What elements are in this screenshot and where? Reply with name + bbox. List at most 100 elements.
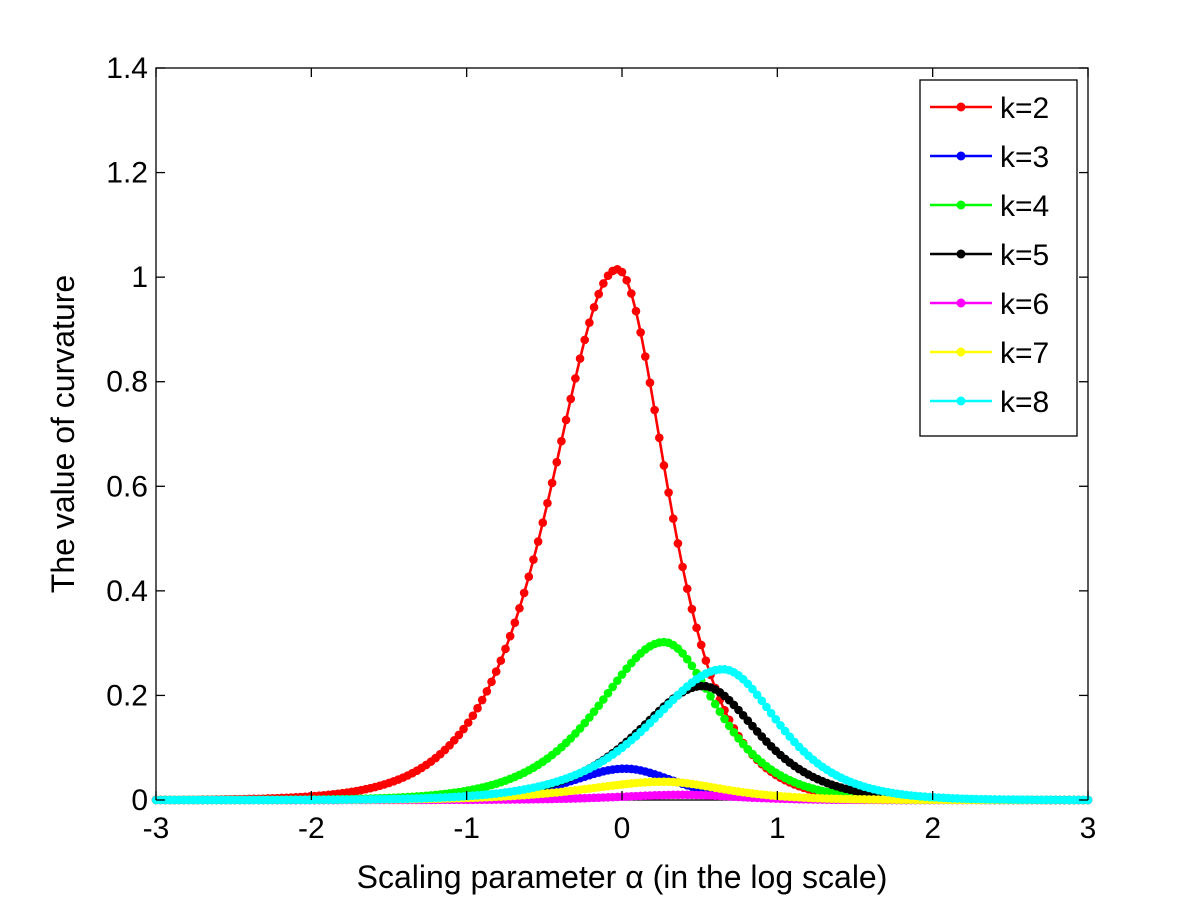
data-point <box>627 289 636 298</box>
data-point <box>636 328 645 337</box>
legend-swatch-marker <box>956 298 966 308</box>
data-point <box>515 603 524 613</box>
data-point <box>659 461 669 470</box>
data-point <box>589 707 599 716</box>
data-point <box>599 695 608 704</box>
data-point <box>510 618 520 627</box>
legend: k=2 k=3 k=4 k=5 k=6 k=7 k=8 <box>919 79 1078 437</box>
legend-item: k=4 <box>930 190 1049 223</box>
x-tick-label: 2 <box>924 812 941 845</box>
data-point <box>519 588 529 598</box>
legend-swatch-marker <box>956 200 966 210</box>
data-point <box>734 734 743 743</box>
data-point <box>673 539 683 548</box>
legend-swatch-marker <box>956 249 966 259</box>
legend-item: k=8 <box>930 386 1049 419</box>
legend-label: k=4 <box>1000 190 1049 223</box>
legend-swatch-marker <box>956 102 966 112</box>
data-point <box>496 656 506 665</box>
data-point <box>552 457 562 467</box>
data-point <box>682 584 692 594</box>
data-point <box>524 572 534 581</box>
data-point <box>566 394 576 404</box>
data-point <box>617 670 627 679</box>
legend-item: k=2 <box>930 92 1049 125</box>
data-point <box>477 695 487 705</box>
data-point <box>654 433 664 443</box>
legend-item: k=6 <box>930 288 1049 321</box>
y-tick-label: 0.2 <box>106 679 148 712</box>
data-point <box>463 718 473 727</box>
data-point <box>575 354 585 363</box>
data-point <box>687 604 697 614</box>
data-point <box>729 728 739 737</box>
data-point <box>585 713 594 722</box>
data-point <box>692 623 701 633</box>
data-point <box>580 335 590 345</box>
data-point <box>589 302 599 312</box>
data-point <box>682 654 692 664</box>
x-tick-label: 0 <box>614 812 631 845</box>
data-point <box>501 644 510 654</box>
data-point <box>748 684 757 694</box>
x-axis-title: Scaling parameter α (in the log scale) <box>357 859 888 895</box>
data-point <box>762 702 771 712</box>
data-point <box>491 667 501 676</box>
y-tick-label: 0.4 <box>106 575 148 608</box>
data-point <box>473 703 482 713</box>
legend-swatch-marker <box>956 347 966 357</box>
x-tick-label: -3 <box>143 812 170 845</box>
legend-box <box>919 79 1078 437</box>
x-tick-label: 1 <box>769 812 786 845</box>
data-point <box>459 724 468 734</box>
data-point <box>678 649 687 658</box>
legend-label: k=7 <box>1000 337 1049 370</box>
legend-label: k=6 <box>1000 288 1049 321</box>
data-point <box>645 378 655 387</box>
y-tick-label: 1 <box>131 261 148 294</box>
data-point <box>468 711 478 720</box>
data-point <box>710 699 720 709</box>
data-point <box>752 690 762 700</box>
data-point <box>505 631 515 641</box>
data-point <box>678 562 687 572</box>
legend-label: k=8 <box>1000 386 1049 419</box>
data-point <box>687 661 697 671</box>
data-point <box>771 715 781 724</box>
data-point <box>547 478 557 488</box>
legend-label: k=2 <box>1000 92 1049 125</box>
data-point <box>696 640 706 650</box>
data-point <box>668 514 678 523</box>
data-point <box>603 688 613 698</box>
data-point <box>599 279 608 288</box>
legend-item: k=7 <box>930 337 1049 370</box>
legend-item: k=5 <box>930 239 1049 272</box>
legend-swatch-marker <box>956 396 966 406</box>
legend-label: k=5 <box>1000 239 1049 272</box>
data-point <box>571 374 580 383</box>
data-point <box>617 267 627 277</box>
data-point <box>724 721 734 731</box>
data-point <box>594 289 603 299</box>
data-point <box>529 555 538 564</box>
y-tick-label: 1.2 <box>106 157 148 190</box>
data-point <box>757 696 767 706</box>
y-tick-label: 0 <box>131 784 148 817</box>
data-point <box>664 488 673 497</box>
data-point <box>706 692 715 701</box>
data-point <box>585 318 594 327</box>
data-point <box>543 498 552 508</box>
x-tick-label: -2 <box>298 812 325 845</box>
data-point <box>482 686 492 696</box>
legend-swatch-marker <box>956 151 966 161</box>
data-point <box>561 415 571 425</box>
data-point <box>487 677 496 687</box>
data-point <box>715 707 725 716</box>
data-point <box>701 656 711 665</box>
ticks-layer: -3 -2 -1 0 1 2 3 0 0.2 0.4 0.6 0.8 1 1.2 1.4 <box>106 52 1096 845</box>
data-point <box>622 275 631 285</box>
legend-label: k=3 <box>1000 141 1049 174</box>
x-tick-label: 3 <box>1080 812 1097 845</box>
x-tick-label: -1 <box>453 812 480 845</box>
